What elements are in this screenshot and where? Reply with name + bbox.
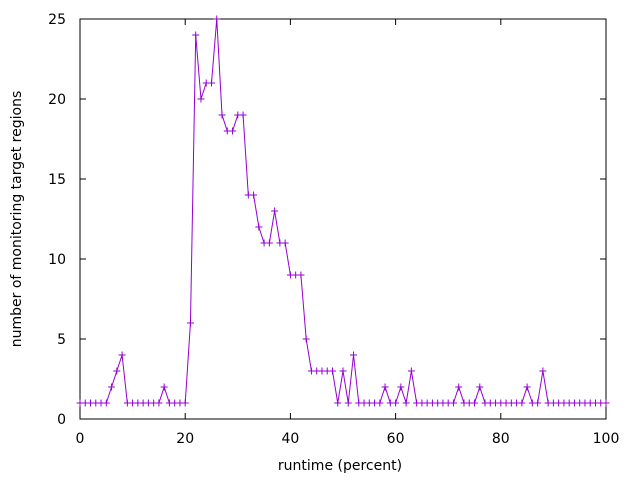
x-tick-label: 40 [281,431,299,447]
data-point-marker [339,367,347,375]
data-point-marker [523,383,531,391]
data-point-marker [265,239,273,247]
data-point-marker [407,367,415,375]
data-point-marker [297,271,305,279]
axis-ticks [79,18,607,420]
y-tick-label: 5 [57,332,66,348]
y-tick-label: 15 [48,172,66,188]
data-point-marker [381,383,389,391]
x-tick-label: 0 [76,431,85,447]
data-point-marker [402,399,410,407]
data-point-marker [192,31,200,39]
data-point-marker [539,367,547,375]
x-tick-label: 20 [176,431,194,447]
data-point-marker [271,207,279,215]
data-point-marker [328,367,336,375]
y-tick-label: 10 [48,252,66,268]
data-point-marker [155,399,163,407]
y-tick-label: 25 [48,12,66,28]
data-point-marker [250,191,258,199]
data-point-marker [534,399,542,407]
data-point-marker [392,399,400,407]
data-point-marker [334,399,342,407]
data-point-marker [102,399,110,407]
data-point-marker [108,383,116,391]
y-tick-label: 20 [48,92,66,108]
data-point-marker [344,399,352,407]
data-point-marker [239,111,247,119]
data-point-marker [218,111,226,119]
data-point-marker [518,399,526,407]
x-tick-label: 60 [387,431,405,447]
data-point-marker [255,223,263,231]
data-point-marker [397,383,405,391]
data-point-marker [302,335,310,343]
data-point-marker [350,351,358,359]
data-point-marker [113,367,121,375]
data-point-marker [160,383,168,391]
data-point-marker [229,127,237,135]
data-point-marker [197,95,205,103]
data-point-marker [186,319,194,327]
series-line [80,18,606,404]
plot-frame [79,18,607,420]
data-point-marker [376,399,384,407]
x-axis-label: runtime (percent) [278,458,402,474]
data-point-marker [213,15,221,23]
data-point-marker [181,399,189,407]
x-tick-label: 80 [492,431,510,447]
series-layer [76,15,610,407]
data-point-marker [449,399,457,407]
y-tick-label: 0 [57,412,66,428]
data-point-marker [281,239,289,247]
y-axis-label: number of monitoring target regions [9,91,25,348]
data-point-marker [602,399,610,407]
axis-tick-labels: 0 20 40 60 80 100 0 5 10 15 20 25 [48,12,619,447]
x-tick-label: 100 [593,431,620,447]
data-point-marker [118,351,126,359]
data-point-marker [455,383,463,391]
data-point-marker [208,79,215,87]
data-point-marker [476,383,484,391]
data-point-marker [471,399,478,407]
